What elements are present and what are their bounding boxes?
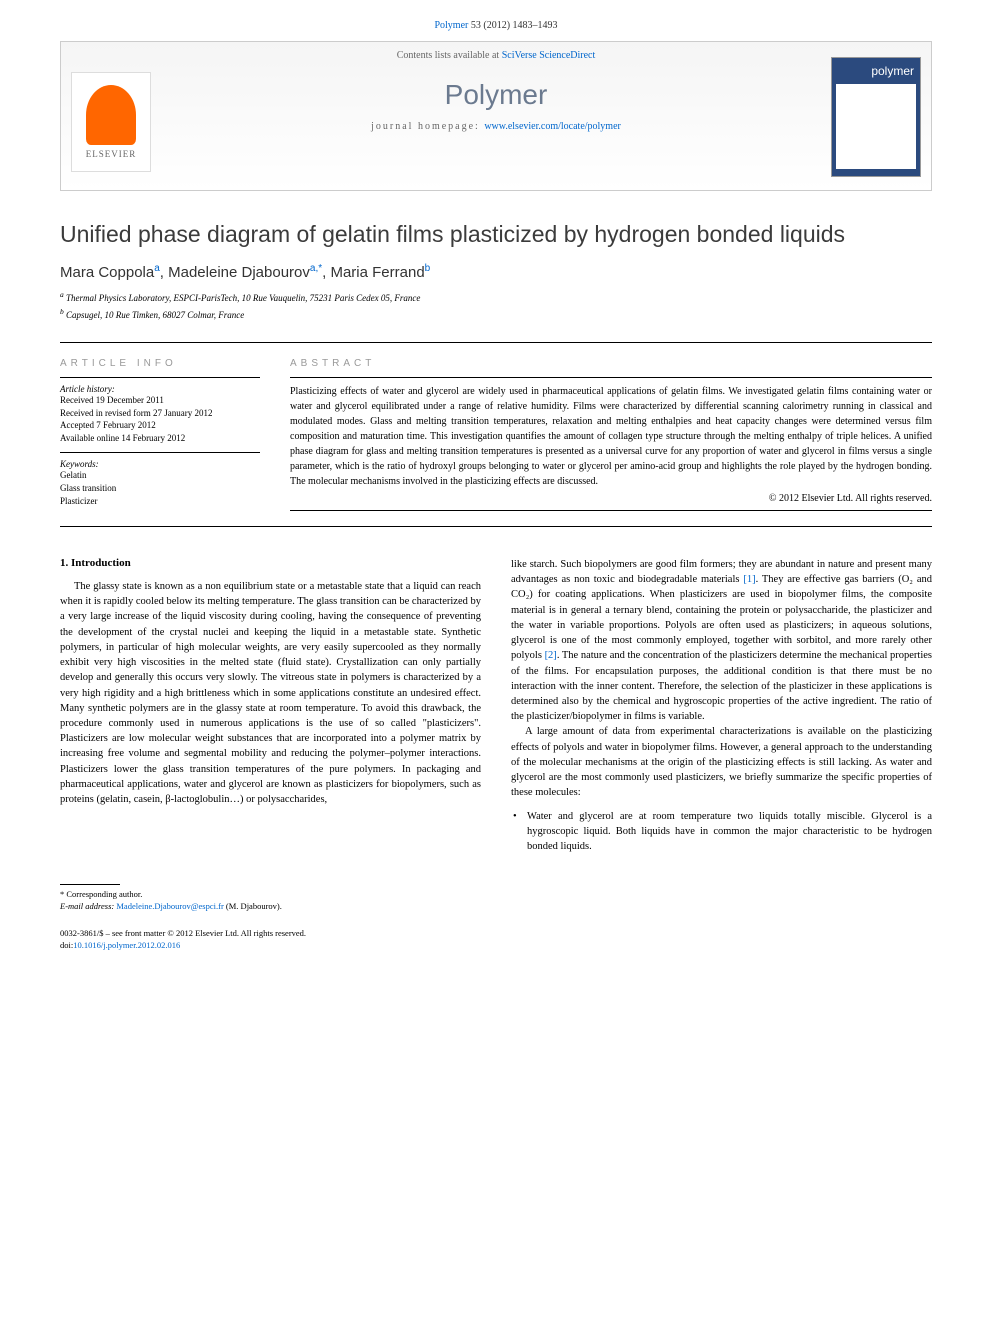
elsevier-label: ELSEVIER: [86, 149, 137, 159]
abstract-rule: [290, 510, 932, 511]
info-rule: [60, 377, 260, 378]
keyword: Glass transition: [60, 482, 260, 495]
author-link[interactable]: Maria Ferrand: [330, 264, 424, 281]
abstract-heading: ABSTRACT: [290, 358, 932, 369]
elsevier-tree-icon: [86, 85, 136, 145]
ref-link[interactable]: [2]: [545, 650, 557, 661]
abstract-text: Plasticizing effects of water and glycer…: [290, 384, 932, 489]
keyword: Gelatin: [60, 469, 260, 482]
divider: [60, 526, 932, 527]
bullet-item: Water and glycerol are at room temperatu…: [511, 809, 932, 855]
article-info-block: ARTICLE INFO Article history: Received 1…: [60, 358, 260, 511]
authors-line: Mara Coppolaa, Madeleine Djabourova,*, M…: [60, 263, 932, 281]
abstract-copyright: © 2012 Elsevier Ltd. All rights reserved…: [290, 493, 932, 504]
body-paragraph: A large amount of data from experimental…: [511, 724, 932, 800]
affiliation-a: a Thermal Physics Laboratory, ESPCI-Pari…: [60, 289, 932, 306]
banner-journal-name: Polymer: [61, 61, 931, 121]
header-journal-link[interactable]: Polymer: [434, 20, 468, 31]
abstract-rule: [290, 377, 932, 378]
body-column-left: 1. Introduction The glassy state is know…: [60, 557, 481, 854]
email-link[interactable]: Madeleine.Djabourov@espci.fr: [116, 901, 223, 911]
history-received: Received 19 December 2011: [60, 394, 260, 407]
running-header: Polymer 53 (2012) 1483–1493: [0, 0, 992, 41]
cover-title: polymer: [832, 58, 920, 84]
section-heading: 1. Introduction: [60, 557, 481, 569]
article-title: Unified phase diagram of gelatin films p…: [60, 221, 932, 248]
doi-link[interactable]: 10.1016/j.polymer.2012.02.016: [73, 940, 180, 950]
homepage-link[interactable]: www.elsevier.com/locate/polymer: [484, 121, 621, 132]
article-info-heading: ARTICLE INFO: [60, 358, 260, 369]
sciencedirect-link[interactable]: SciVerse ScienceDirect: [502, 50, 596, 61]
footnote-rule: [60, 884, 120, 885]
journal-cover-thumb[interactable]: polymer: [831, 57, 921, 177]
body-paragraph: like starch. Such biopolymers are good f…: [511, 557, 932, 724]
body-column-right: like starch. Such biopolymers are good f…: [511, 557, 932, 854]
email-line: E-mail address: Madeleine.Djabourov@espc…: [60, 901, 460, 913]
journal-banner: ELSEVIER Contents lists available at Sci…: [60, 41, 932, 191]
header-citation: 53 (2012) 1483–1493: [471, 20, 558, 31]
keyword: Plasticizer: [60, 495, 260, 508]
footnotes: * Corresponding author. E-mail address: …: [60, 884, 460, 913]
body-columns: 1. Introduction The glassy state is know…: [60, 557, 932, 854]
doi-line: doi:10.1016/j.polymer.2012.02.016: [60, 940, 932, 952]
history-online: Available online 14 February 2012: [60, 432, 260, 445]
history-accepted: Accepted 7 February 2012: [60, 419, 260, 432]
abstract-block: ABSTRACT Plasticizing effects of water a…: [290, 358, 932, 511]
ref-link[interactable]: [1]: [743, 574, 755, 585]
author-link[interactable]: Mara Coppola: [60, 264, 154, 281]
affiliations: a Thermal Physics Laboratory, ESPCI-Pari…: [60, 289, 932, 322]
history-revised: Received in revised form 27 January 2012: [60, 407, 260, 420]
info-rule: [60, 452, 260, 453]
history-label: Article history:: [60, 384, 260, 394]
page-footer: 0032-3861/$ – see front matter © 2012 El…: [60, 928, 932, 952]
affiliation-b: b Capsugel, 10 Rue Timken, 68027 Colmar,…: [60, 306, 932, 323]
cover-body: [836, 84, 916, 169]
elsevier-logo[interactable]: ELSEVIER: [71, 72, 151, 172]
issn-line: 0032-3861/$ – see front matter © 2012 El…: [60, 928, 932, 940]
contents-available: Contents lists available at SciVerse Sci…: [61, 42, 931, 61]
author-link[interactable]: Madeleine Djabourov: [168, 264, 310, 281]
journal-homepage: journal homepage: www.elsevier.com/locat…: [61, 121, 931, 132]
keywords-label: Keywords:: [60, 459, 260, 469]
corresponding-author: * Corresponding author.: [60, 889, 460, 901]
divider: [60, 342, 932, 343]
body-paragraph: The glassy state is known as a non equil…: [60, 579, 481, 807]
